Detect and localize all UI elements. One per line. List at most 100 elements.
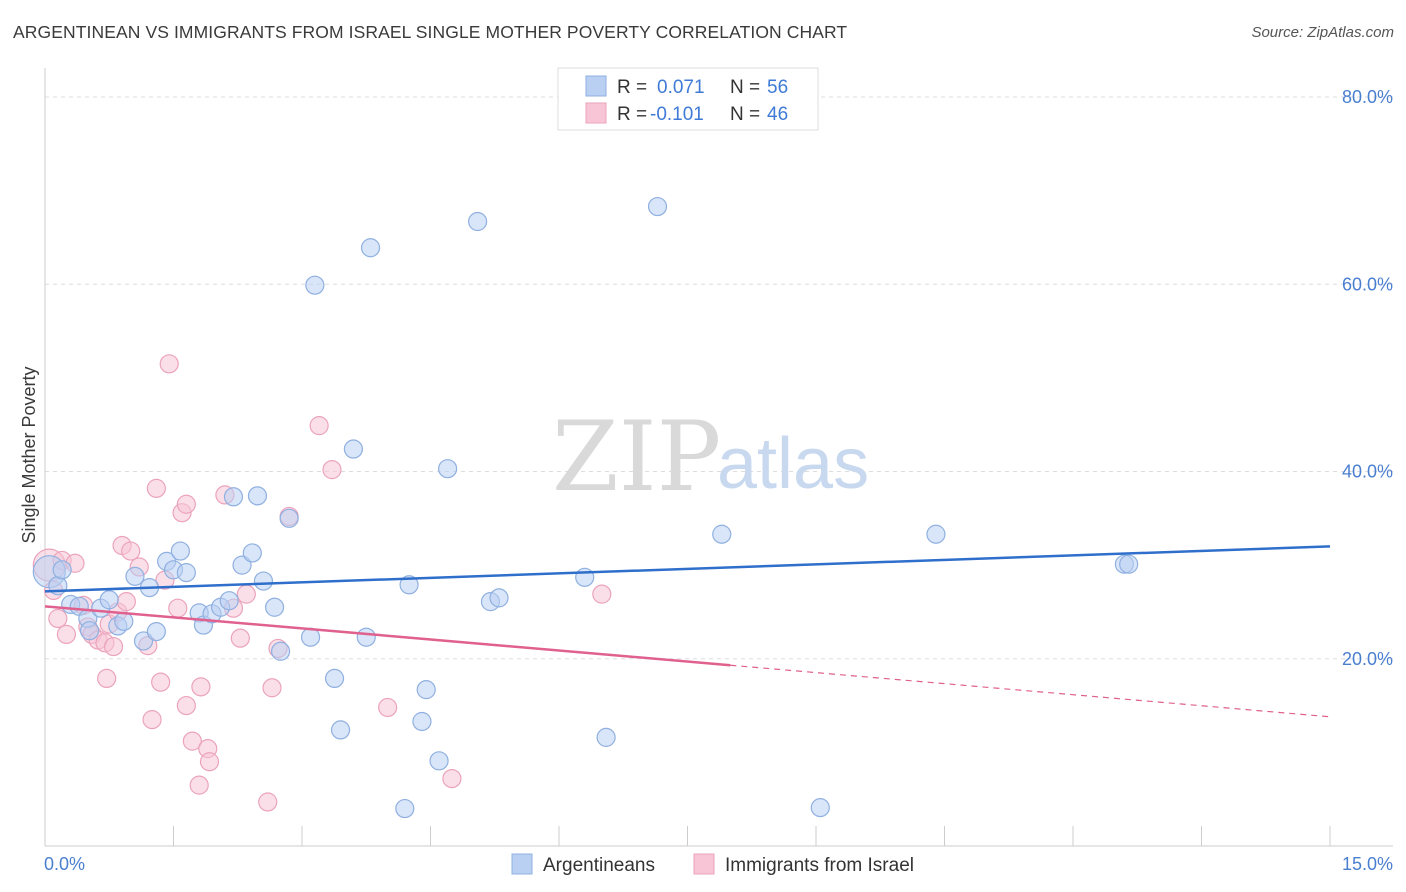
data-point <box>399 575 419 595</box>
data-point <box>264 597 285 617</box>
data-point <box>133 631 154 651</box>
data-point <box>395 798 415 819</box>
legend: R = 0.071 N = 56 R = -0.101 N = 46 <box>557 67 819 131</box>
data-point <box>309 416 329 436</box>
data-point <box>103 636 124 657</box>
x-tick-label-min: 0.0% <box>44 854 85 874</box>
data-point <box>305 275 325 295</box>
data-point <box>378 697 398 718</box>
watermark-atlas: atlas <box>717 424 869 504</box>
legend-swatch-blue <box>585 75 607 97</box>
data-point <box>151 672 171 692</box>
data-point <box>262 678 282 698</box>
legend-n-value-2: 46 <box>767 104 788 125</box>
data-point <box>356 627 376 647</box>
legend-r-value-2: -0.101 <box>650 104 704 125</box>
series-argentineans-points <box>32 196 1139 819</box>
data-point <box>142 710 162 730</box>
data-point <box>247 486 268 506</box>
data-point <box>56 624 77 645</box>
data-point <box>230 628 250 648</box>
data-point <box>170 541 190 561</box>
bottom-legend-israel: Immigrants from Israel <box>725 855 914 876</box>
source-label: Source: ZipAtlas.com <box>1251 24 1394 41</box>
data-point <box>48 608 68 629</box>
data-point <box>121 541 141 561</box>
legend-n-value-1: 56 <box>767 77 788 98</box>
data-point <box>926 524 946 544</box>
data-point <box>125 566 145 586</box>
data-point <box>258 792 278 812</box>
legend-n-label-1: N = <box>730 77 760 98</box>
data-point <box>146 478 166 498</box>
watermark: ZIP atlas <box>552 401 869 513</box>
data-point <box>232 555 252 575</box>
data-point <box>116 592 136 612</box>
data-point <box>223 487 244 507</box>
legend-swatch-pink <box>585 102 607 124</box>
data-point <box>279 508 299 528</box>
bottom-legend-swatch-blue <box>511 853 533 875</box>
data-point <box>712 524 732 544</box>
grid <box>45 96 1393 660</box>
series-israel-points <box>32 354 612 812</box>
data-point <box>253 571 274 591</box>
data-point <box>219 591 239 611</box>
data-point <box>168 598 188 618</box>
data-point <box>429 751 449 771</box>
bottom-legend: Argentineans Immigrants from Israel <box>511 853 914 876</box>
data-point <box>99 590 119 610</box>
legend-r-label-1: R = <box>617 77 647 98</box>
data-point <box>647 196 668 217</box>
data-point <box>596 727 616 747</box>
data-point <box>52 560 72 580</box>
x-tick-label-max: 15.0% <box>1342 854 1393 874</box>
data-point <box>270 641 291 661</box>
data-point <box>592 584 612 604</box>
data-point <box>810 798 830 818</box>
data-point <box>412 711 432 732</box>
data-point <box>97 668 117 689</box>
trend-line-israel-extrapolated <box>730 664 1331 718</box>
data-point <box>468 211 488 232</box>
data-point <box>159 354 179 374</box>
data-point <box>176 563 196 583</box>
data-point <box>416 680 436 700</box>
data-point <box>176 695 196 716</box>
y-tick-label: 60.0% <box>1342 274 1393 294</box>
legend-n-label-2: N = <box>730 104 760 125</box>
data-point <box>146 621 166 642</box>
y-tick-label: 40.0% <box>1342 462 1393 482</box>
bottom-legend-argentineans: Argentineans <box>543 855 655 876</box>
data-point <box>182 731 202 751</box>
data-point <box>330 720 351 740</box>
data-point <box>343 439 363 459</box>
chart-title: ARGENTINEAN VS IMMIGRANTS FROM ISRAEL SI… <box>13 22 848 42</box>
data-point <box>114 611 134 631</box>
data-point <box>442 768 462 789</box>
data-point <box>79 621 100 641</box>
y-tick-label: 20.0% <box>1342 649 1393 669</box>
data-point <box>242 543 262 563</box>
y-axis-label: Single Mother Poverty <box>19 366 39 543</box>
bottom-legend-swatch-pink <box>693 853 715 875</box>
data-point <box>1119 554 1139 574</box>
data-point <box>489 588 509 608</box>
data-point <box>438 459 458 479</box>
data-point <box>236 584 256 604</box>
data-point <box>360 238 381 258</box>
data-point <box>191 677 211 697</box>
trend-lines <box>44 545 1331 718</box>
axes <box>44 68 1393 847</box>
legend-r-value-1: 0.071 <box>657 77 705 98</box>
trend-line-israel <box>44 605 731 667</box>
data-point <box>189 775 209 795</box>
data-point <box>324 668 345 689</box>
data-point <box>176 494 196 514</box>
y-tick-labels: 20.0% 40.0% 60.0% 80.0% <box>1342 87 1393 669</box>
legend-r-label-2: R = <box>617 104 647 125</box>
data-point <box>322 460 342 480</box>
trend-line-argentineans <box>44 545 1331 593</box>
data-point <box>199 752 220 772</box>
